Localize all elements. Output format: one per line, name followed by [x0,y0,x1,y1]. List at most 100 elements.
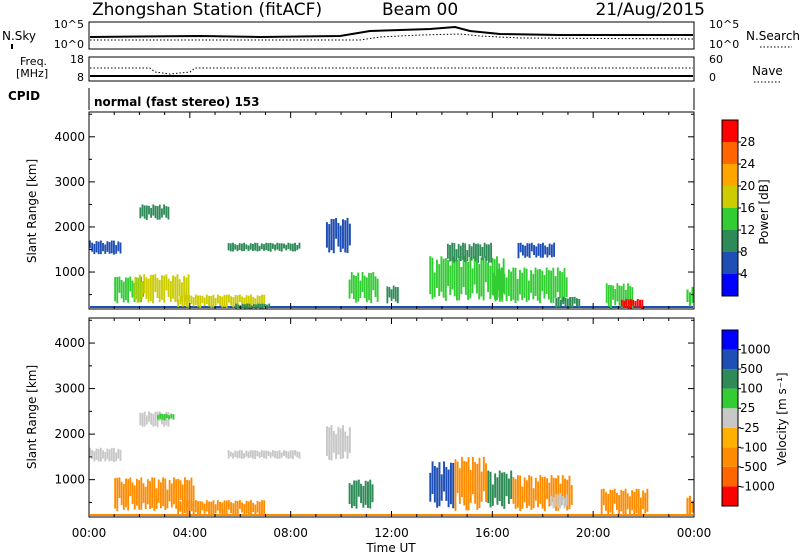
power-colorbar-segment [722,252,738,274]
velocity-cell [243,503,246,516]
cpid-mode: normal (fast stereo) 153 [94,95,260,109]
power-cell [348,279,351,299]
velocity-cell [637,489,640,516]
velocity-cell [192,503,195,515]
velocity-cell [260,450,263,457]
power-cell [559,299,562,307]
power-cell [149,274,152,302]
velocity-cell [452,462,455,509]
velocity-cell [219,501,222,514]
power-cell [388,287,391,298]
velocity-region [348,479,374,509]
power-cell [466,250,469,262]
velocity-cell [208,501,210,515]
velocity-cell [165,414,168,418]
power-cell [252,296,255,305]
velocity-cell [335,434,338,460]
power-cell [283,243,285,249]
power-cell [629,286,632,305]
power-heatmap [89,204,694,309]
power-cell [138,274,141,303]
power-cell [246,303,249,309]
velocity-cell [431,461,434,495]
velocity-cell [688,495,692,516]
velocity-cell [97,448,100,462]
power-colorbar-tick-label: 20 [740,179,755,193]
velocity-cell [152,413,155,427]
velocity-colorbar-segment [722,349,738,370]
velocity-cell [108,449,111,462]
velocity-cell [474,462,477,504]
power-cell [265,242,268,251]
velocity-cell [261,500,263,515]
power-colorbar-segment [722,164,738,186]
power-region [89,240,122,255]
power-cell [256,295,259,306]
velocity-cell [143,411,146,427]
power-ytick-label: 1000 [54,265,85,279]
power-cell [464,243,467,263]
velocity-cell [238,450,241,458]
power-cell [535,246,538,258]
beam-title: Beam 00 [382,0,458,20]
nave-label: Nave [752,64,783,78]
power-cell [154,274,157,292]
power-cell [232,297,235,308]
velocity-cell [552,497,555,509]
power-cell [280,243,283,252]
velocity-cell [232,503,235,516]
power-cell [150,207,153,218]
velocity-heatmap [89,411,694,517]
power-plot-frame [88,111,695,310]
power-cell [296,245,299,251]
velocity-cell [350,484,353,508]
velocity-cell [159,482,162,509]
velocity-colorbar-tick-label: 100 [740,382,763,396]
power-cell [255,304,257,309]
power-cell [629,299,632,309]
velocity-cell [205,500,208,512]
velocity-cell [265,450,268,460]
velocity-cell [151,477,154,508]
power-cell [578,298,581,308]
power-cell [156,278,159,298]
power-cell [476,261,478,294]
velocity-cell [117,448,120,459]
power-cell [131,280,134,298]
power-cell [250,305,253,309]
power-cell [544,245,547,255]
velocity-cell [496,477,499,505]
power-cell [113,240,115,255]
power-cell [269,242,272,252]
velocity-cell [532,488,535,509]
velocity-cell [175,479,178,509]
power-cell [163,275,166,303]
power-cell [245,295,248,306]
velocity-cell [234,450,237,458]
velocity-cell [197,501,199,515]
velocity-cell [429,472,432,502]
velocity-cell [155,488,158,509]
velocity-cell [165,411,168,426]
velocity-colorbar-segment [722,447,738,467]
power-region [517,242,556,259]
power-cell [276,242,279,250]
power-cell [219,296,222,306]
velocity-cell [622,490,625,515]
velocity-cell [523,477,526,503]
power-cell [230,296,233,306]
power-colorbar-tick-label: 24 [740,157,755,171]
power-cell [143,274,146,294]
velocity-cell [150,413,153,425]
velocity-cell [223,500,226,515]
velocity-colorbar-tick-label: -100 [740,440,767,454]
velocity-cell [125,478,127,508]
velocity-cell [173,477,175,505]
power-cell [201,295,204,304]
power-cell [462,242,464,260]
velocity-cell [615,492,618,511]
velocity-cell [199,501,202,516]
velocity-cell [89,447,91,456]
velocity-cell [528,475,531,506]
power-cell [93,243,96,255]
